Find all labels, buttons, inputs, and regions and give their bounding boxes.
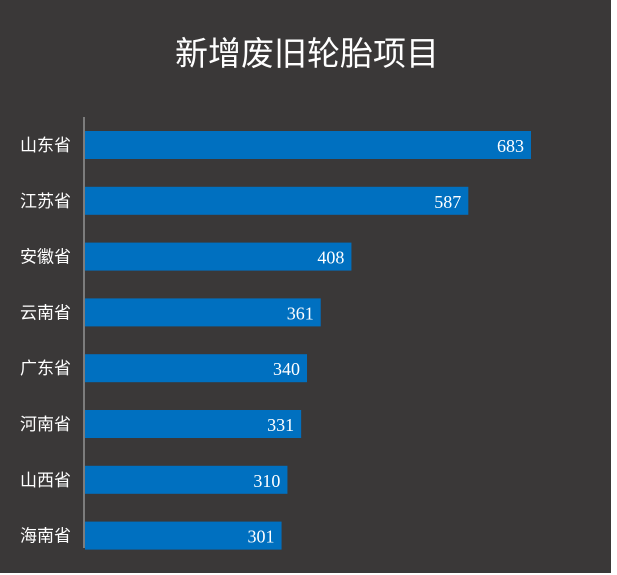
data-label: 683 <box>497 136 524 156</box>
data-label: 331 <box>267 415 294 435</box>
category-label: 云南省 <box>20 303 71 323</box>
category-label: 山西省 <box>20 471 71 491</box>
data-label: 301 <box>248 527 275 547</box>
data-label: 340 <box>273 359 300 379</box>
data-label: 587 <box>434 192 461 212</box>
bar <box>85 186 469 215</box>
bar <box>85 354 308 383</box>
bar <box>85 242 352 271</box>
category-label: 江苏省 <box>20 192 71 212</box>
category-label: 安徽省 <box>20 248 71 268</box>
data-label: 361 <box>287 303 314 323</box>
category-label: 海南省 <box>20 527 71 547</box>
bar <box>85 521 282 550</box>
category-label: 河南省 <box>20 415 71 435</box>
bar <box>85 410 302 438</box>
bar <box>85 465 288 494</box>
chart-title: 新增废旧轮胎项目 <box>175 34 439 73</box>
bar <box>85 298 321 327</box>
category-label: 广东省 <box>20 359 71 379</box>
data-label: 408 <box>317 248 344 268</box>
category-label: 山东省 <box>20 136 71 156</box>
bar <box>85 131 531 159</box>
data-label: 310 <box>253 471 280 491</box>
